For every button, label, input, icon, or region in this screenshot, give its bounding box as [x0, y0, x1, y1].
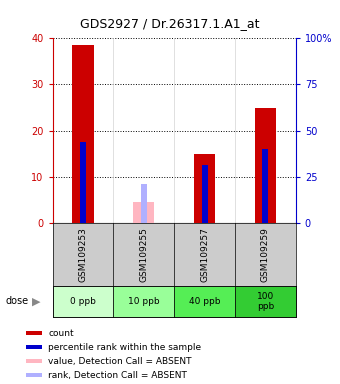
Bar — [133, 202, 154, 223]
Bar — [27, 331, 42, 335]
Text: ▶: ▶ — [32, 296, 41, 306]
Text: GSM109257: GSM109257 — [200, 227, 209, 282]
Bar — [262, 149, 269, 223]
Text: percentile rank within the sample: percentile rank within the sample — [48, 343, 201, 352]
Bar — [27, 345, 42, 349]
Text: 0 ppb: 0 ppb — [70, 297, 96, 306]
Text: 10 ppb: 10 ppb — [128, 297, 160, 306]
Bar — [80, 142, 86, 223]
Bar — [114, 286, 174, 317]
Bar — [194, 154, 215, 223]
Bar — [72, 45, 94, 223]
Text: 100
ppb: 100 ppb — [257, 292, 274, 311]
Text: 40 ppb: 40 ppb — [189, 297, 220, 306]
Text: dose: dose — [5, 296, 28, 306]
Bar — [202, 165, 208, 223]
Text: GSM109259: GSM109259 — [261, 227, 270, 282]
Bar — [235, 286, 296, 317]
Bar — [174, 286, 235, 317]
Text: rank, Detection Call = ABSENT: rank, Detection Call = ABSENT — [48, 371, 187, 380]
Text: GSM109253: GSM109253 — [79, 227, 88, 282]
Bar — [255, 108, 276, 223]
Bar — [53, 286, 114, 317]
Text: value, Detection Call = ABSENT: value, Detection Call = ABSENT — [48, 357, 192, 366]
Text: count: count — [48, 329, 74, 338]
Text: GDS2927 / Dr.26317.1.A1_at: GDS2927 / Dr.26317.1.A1_at — [80, 17, 260, 30]
Text: GSM109255: GSM109255 — [139, 227, 148, 282]
Bar — [141, 184, 147, 223]
Bar — [27, 359, 42, 363]
Bar — [27, 373, 42, 377]
